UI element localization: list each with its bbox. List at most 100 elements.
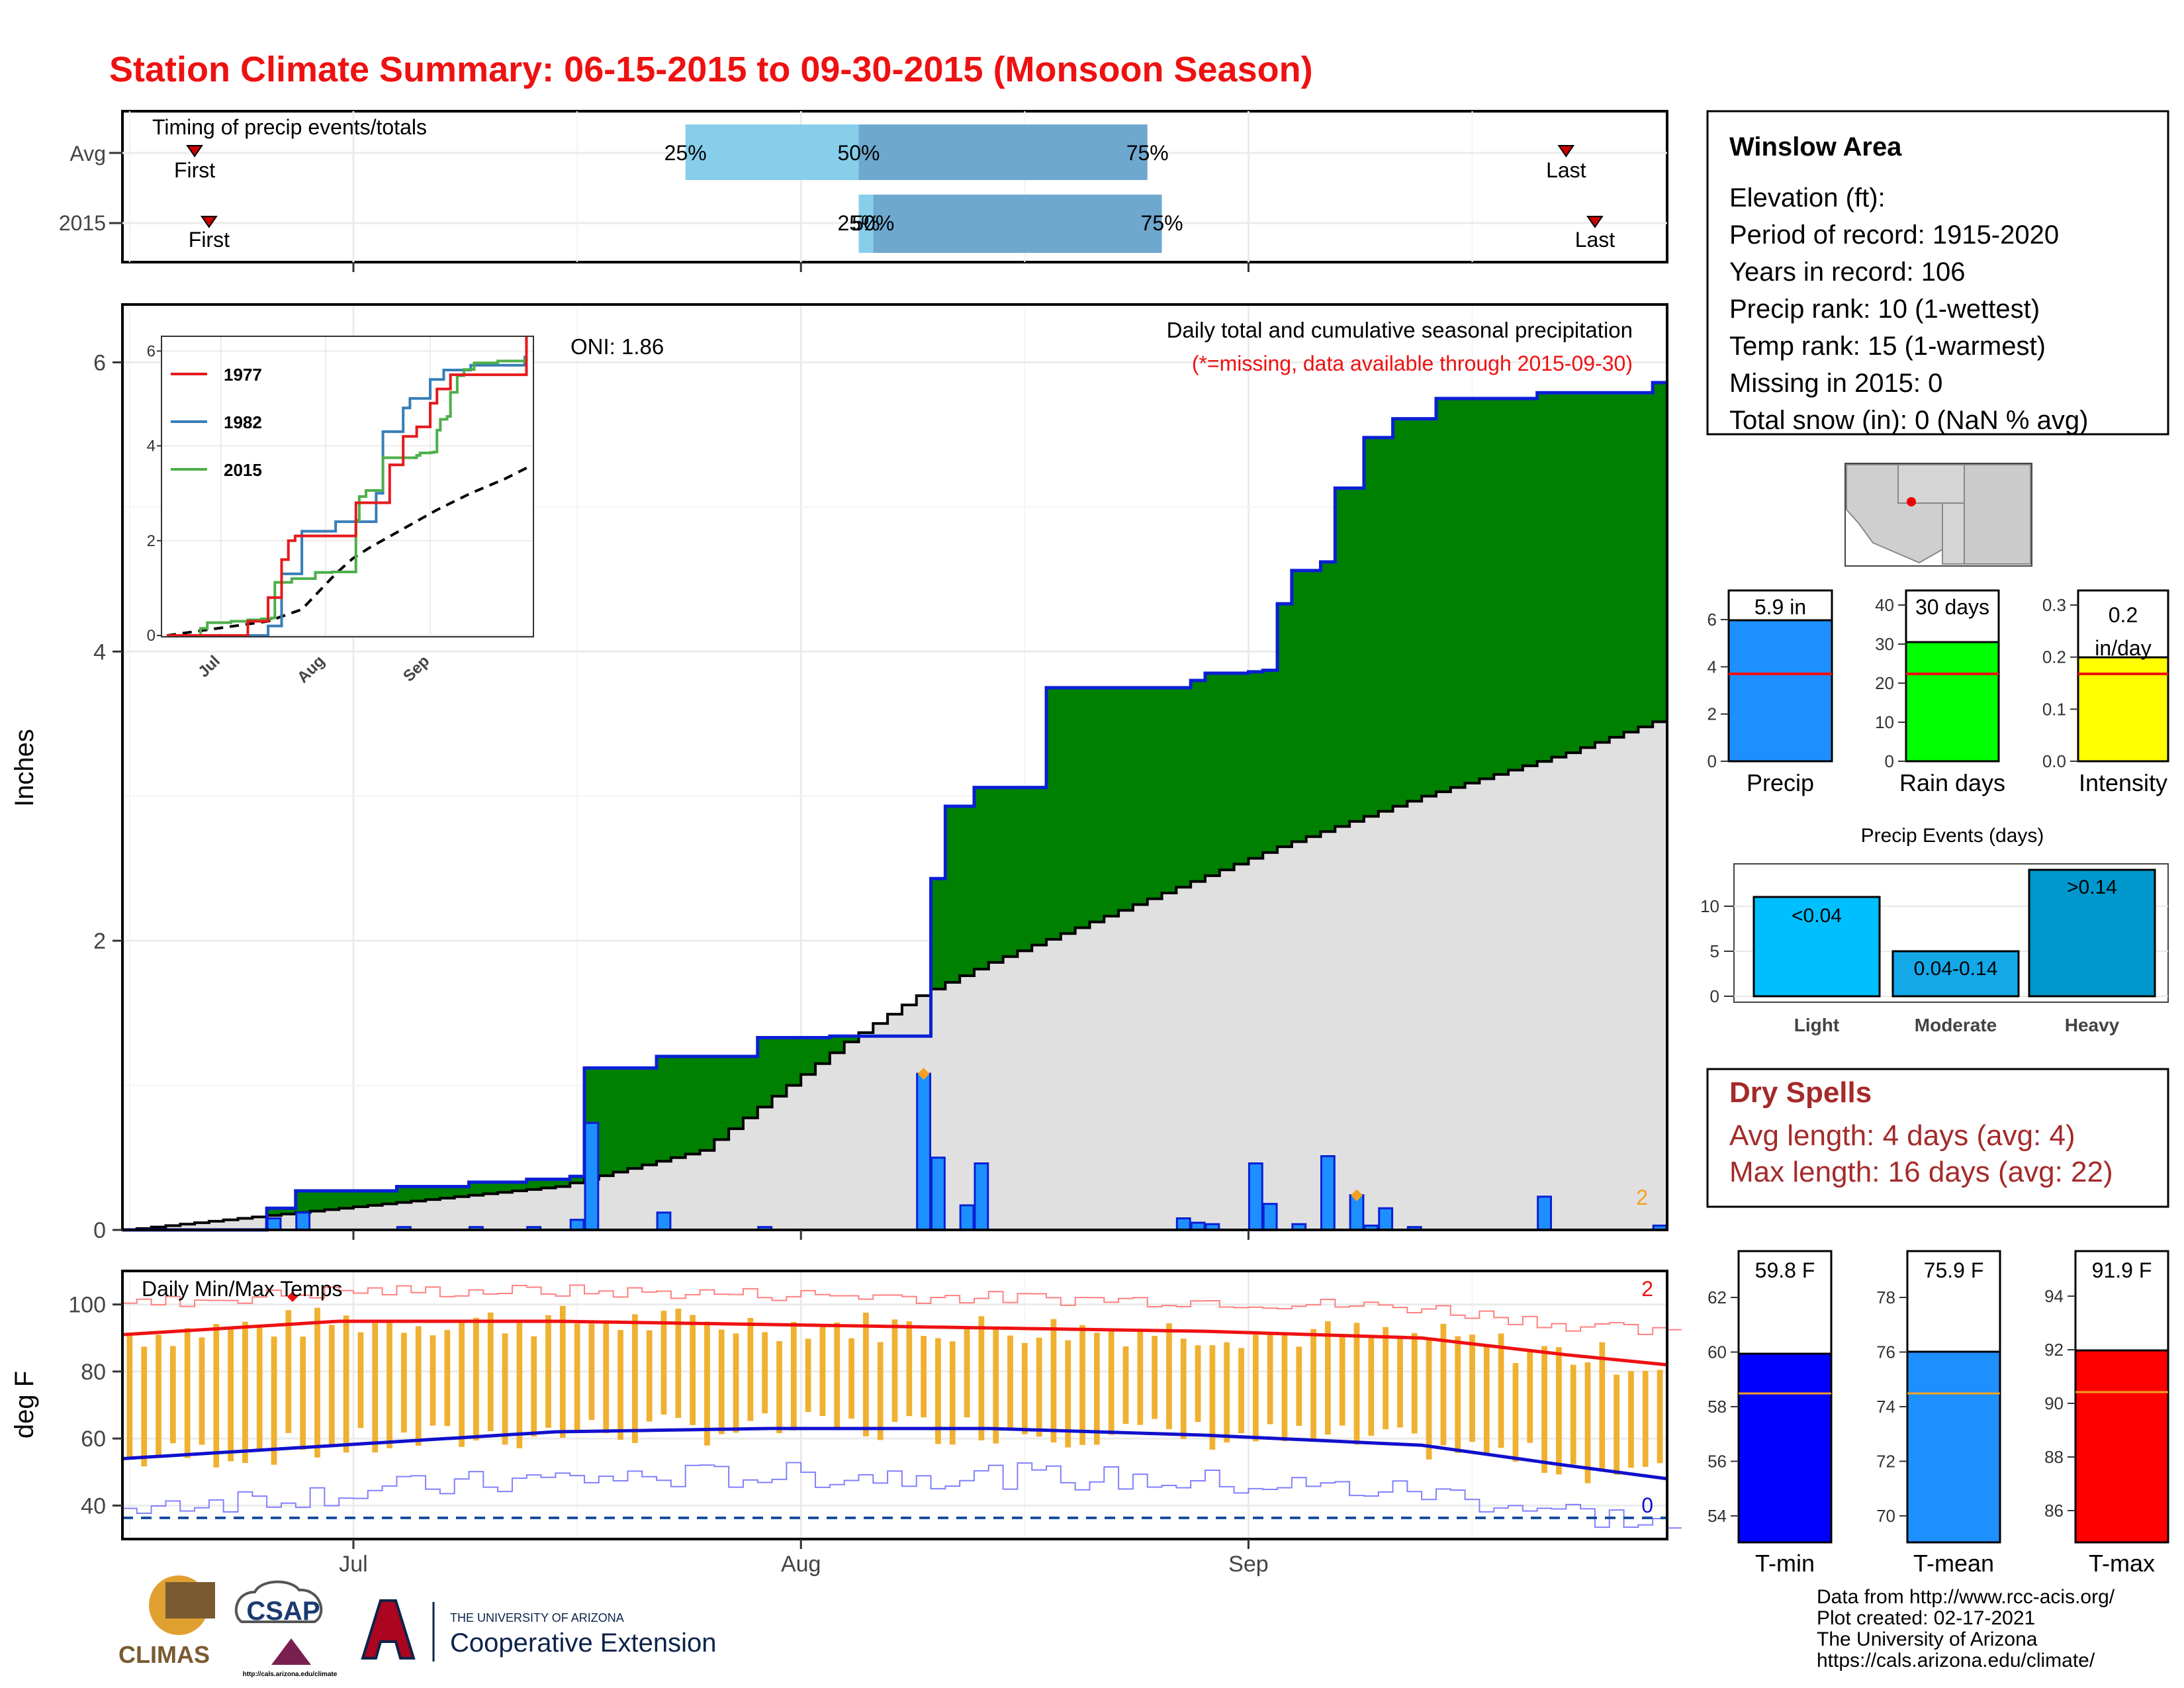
daily-precip-bar [931, 1156, 946, 1231]
heavy-events-range: >0.14 [2067, 876, 2117, 898]
y-tick-label: 2 [1707, 704, 1717, 724]
moderate-events-label: Moderate [1915, 1015, 1997, 1035]
average-tmin-line [122, 1427, 1668, 1481]
station-name: Winslow Area [1729, 132, 1902, 162]
daily-temp-range-bar [1483, 1344, 1490, 1456]
temperature-panel: Daily Min/Max Temps 2 0 deg F 406080100 … [10, 262, 1682, 1577]
y-tick-label: 40 [1875, 595, 1894, 615]
y-tick-label: 94 [2044, 1286, 2064, 1306]
daily-temp-range-bar [1252, 1335, 1259, 1442]
csap-logo-text: CSAP [246, 1597, 320, 1626]
daily-precip-bar [1248, 1162, 1263, 1231]
average-cumulative-line [122, 716, 1668, 1231]
footer-data-source: Data from http://www.rcc-acis.org/ [1817, 1586, 2115, 1608]
precip-events-ytick: 5 [1710, 941, 1719, 961]
daily-temp-range-bar [574, 1323, 580, 1432]
rain-days-value: 30 days [1915, 595, 1989, 619]
daily-temp-range-bar [1281, 1333, 1288, 1442]
daily-temp-range-bar [1368, 1336, 1375, 1436]
inset-1982-line [167, 355, 526, 637]
daily-temp-range-bar [430, 1335, 436, 1426]
daily-precip-bar [1175, 1217, 1191, 1231]
timing-avg-first-marker [186, 145, 203, 158]
inset-y-tick-label: 0 [147, 627, 156, 645]
daily-temp-range-bar [184, 1328, 191, 1458]
timing-2015-p50: 50% [852, 211, 894, 235]
daily-temp-range-bar [646, 1330, 653, 1422]
y-tick-label: 54 [1707, 1506, 1727, 1526]
daily-precip-bar [295, 1211, 311, 1231]
daily-temp-range-bar [1541, 1346, 1547, 1474]
y-tick-label: 6 [1707, 610, 1717, 630]
oni-value: ONI: 1.86 [570, 334, 664, 359]
daily-temp-range-bar [1353, 1323, 1360, 1445]
footer-plot-created: Plot created: 02-17-2021 [1817, 1607, 2035, 1629]
daily-temp-range-bar [848, 1338, 854, 1419]
daily-temp-range-bar [1556, 1347, 1562, 1475]
temp-title: Daily Min/Max Temps [142, 1277, 342, 1301]
daily-temp-range-bar [1469, 1335, 1475, 1442]
y-tick-label: 2 [93, 929, 106, 954]
daily-temp-range-bar [141, 1346, 148, 1467]
y-tick-label: 0.1 [2042, 699, 2066, 719]
daily-temp-range-bar [1152, 1335, 1158, 1419]
tmax-bar [2074, 1349, 2169, 1544]
daily-temp-range-bar [1094, 1333, 1100, 1445]
tmin-bar-label: T-min [1755, 1550, 1815, 1577]
intensity-value-number: 0.2 [2109, 603, 2138, 627]
temp-count-min: 0 [1641, 1493, 1653, 1517]
inset-average-line [166, 465, 529, 637]
daily-temp-range-bar [805, 1338, 811, 1413]
daily-temp-range-bar [502, 1333, 508, 1445]
daily-temp-range-bar [213, 1324, 220, 1468]
daily-temp-range-bar [1642, 1370, 1649, 1467]
tmax-value: 91.9 F [2092, 1258, 2152, 1282]
daily-temp-range-bar [328, 1325, 335, 1445]
timing-avg-50-75-bar [858, 124, 1148, 180]
daily-temp-range-bar [387, 1319, 392, 1448]
daily-temp-range-bar [1108, 1330, 1115, 1435]
daily-temp-range-bar [1079, 1325, 1085, 1445]
timing-2015-50-75-bar [873, 195, 1162, 253]
station-info: Winslow Area Elevation (ft): Period of r… [1706, 110, 2169, 436]
timing-2015-p25: 25% [837, 211, 880, 235]
intensity-bar-label: Intensity [2079, 769, 2167, 796]
x-tick-label: Aug [781, 1552, 821, 1577]
daily-precip-bar [1262, 1203, 1278, 1231]
daily-temp-range-bar [487, 1312, 494, 1432]
daily-temp-range-bar [1383, 1327, 1389, 1430]
daily-precip-bar [959, 1204, 975, 1231]
daily-precip-bar [266, 1217, 282, 1231]
page-title: Station Climate Summary: 06-15-2015 to 0… [109, 50, 1313, 89]
temp-summary-bars: 59.8 F 54 56 58 60 62 T-min 75.9 F 70 72 74 76 7… [1707, 1250, 2169, 1577]
tmax-bar-label: T-max [2089, 1550, 2155, 1577]
daily-temp-range-bar [834, 1322, 841, 1430]
y-tick-label: 72 [1876, 1452, 1895, 1472]
daily-temp-range-bar [1614, 1374, 1620, 1475]
y-tick-label: 4 [93, 639, 106, 665]
daily-temp-range-bar [603, 1323, 610, 1434]
daily-temp-range-bar [343, 1315, 349, 1453]
daily-temp-range-bar [1628, 1371, 1634, 1468]
y-tick-label: 20 [1875, 673, 1894, 693]
daily-temp-range-bar [978, 1316, 985, 1440]
daily-temp-range-bar [1584, 1362, 1591, 1483]
y-tick-label: 88 [2044, 1447, 2064, 1467]
temp-y-axis-label: deg F [10, 1371, 39, 1438]
precip-panel: Inches 0 2 4 6 Daily total and cumulative s… [10, 303, 1668, 1243]
daily-temp-range-bar [675, 1309, 682, 1419]
daily-temp-range-bar [747, 1317, 754, 1421]
station-years: Years in record: 106 [1729, 258, 1966, 287]
timing-title: Timing of precip events/totals [152, 115, 427, 139]
daily-temp-range-bar [126, 1335, 133, 1457]
daily-precip-bar [916, 1072, 932, 1231]
daily-temp-range-bar [1426, 1340, 1432, 1460]
y-tick-label: 6 [93, 350, 106, 375]
station-precip-rank: Precip rank: 10 (1-wettest) [1729, 295, 2040, 324]
inset-y-tick-label: 6 [147, 342, 156, 360]
daily-temp-range-bar [877, 1342, 884, 1440]
timing-2015-last-label: Last [1575, 228, 1615, 252]
daily-temp-range-bar [256, 1324, 263, 1451]
y-tick-label: 30 [1875, 634, 1894, 654]
